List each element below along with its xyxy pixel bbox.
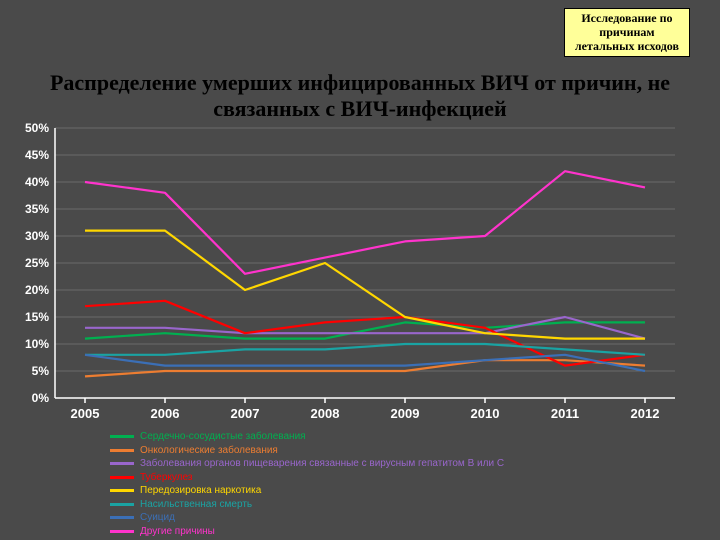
legend-item: Туберкулез: [110, 471, 504, 485]
y-tick-label: 15%: [25, 310, 49, 324]
legend-swatch: [110, 489, 134, 492]
legend-label: Передозировка наркотика: [140, 484, 261, 498]
y-tick-label: 50%: [25, 121, 49, 135]
y-tick-label: 10%: [25, 337, 49, 351]
legend-label: Сердечно-сосудистые заболевания: [140, 430, 306, 444]
legend-item: Насильственная смерть: [110, 498, 504, 512]
legend-label: Заболевания органов пищеварения связанны…: [140, 457, 504, 471]
y-tick-label: 20%: [25, 283, 49, 297]
series-line: [85, 322, 645, 338]
chart-title: Распределение умерших инфицированных ВИЧ…: [0, 70, 720, 123]
badge-line: Исследование по: [575, 12, 679, 26]
title-line: связанных с ВИЧ-инфекцией: [213, 96, 506, 121]
y-tick-label: 35%: [25, 202, 49, 216]
y-tick-label: 25%: [25, 256, 49, 270]
y-tick-label: 30%: [25, 229, 49, 243]
legend-label: Онкологические заболевания: [140, 444, 278, 458]
y-tick-label: 40%: [25, 175, 49, 189]
badge-box: Исследование по причинам летальных исход…: [564, 8, 690, 57]
legend-swatch: [110, 435, 134, 438]
legend-swatch: [110, 462, 134, 465]
legend-item: Заболевания органов пищеварения связанны…: [110, 457, 504, 471]
legend-swatch: [110, 530, 134, 533]
legend-swatch: [110, 476, 134, 479]
legend-label: Другие причины: [140, 525, 215, 539]
y-tick-label: 5%: [32, 364, 49, 378]
legend-swatch: [110, 503, 134, 506]
legend-label: Насильственная смерть: [140, 498, 252, 512]
legend-label: Туберкулез: [140, 471, 192, 485]
line-chart: 0%5%10%15%20%25%30%35%40%45%50%200520062…: [55, 128, 675, 398]
legend-swatch: [110, 516, 134, 519]
legend-swatch: [110, 449, 134, 452]
series-line: [85, 344, 645, 355]
x-tick-label: 2006: [151, 406, 180, 421]
x-tick-label: 2005: [71, 406, 100, 421]
y-tick-label: 0%: [32, 391, 49, 405]
x-tick-label: 2008: [311, 406, 340, 421]
x-tick-label: 2009: [391, 406, 420, 421]
legend-item: Онкологические заболевания: [110, 444, 504, 458]
x-tick-label: 2007: [231, 406, 260, 421]
legend-item: Передозировка наркотика: [110, 484, 504, 498]
legend-label: Суицид: [140, 511, 175, 525]
badge-line: летальных исходов: [575, 40, 679, 54]
y-tick-label: 45%: [25, 148, 49, 162]
series-line: [85, 171, 645, 274]
legend-item: Другие причины: [110, 525, 504, 539]
title-line: Распределение умерших инфицированных ВИЧ…: [50, 70, 670, 95]
badge-line: причинам: [575, 26, 679, 40]
legend-item: Суицид: [110, 511, 504, 525]
x-tick-label: 2012: [631, 406, 660, 421]
legend-item: Сердечно-сосудистые заболевания: [110, 430, 504, 444]
x-tick-label: 2010: [471, 406, 500, 421]
x-tick-label: 2011: [551, 406, 579, 421]
chart-legend: Сердечно-сосудистые заболеванияОнкологич…: [110, 430, 504, 538]
